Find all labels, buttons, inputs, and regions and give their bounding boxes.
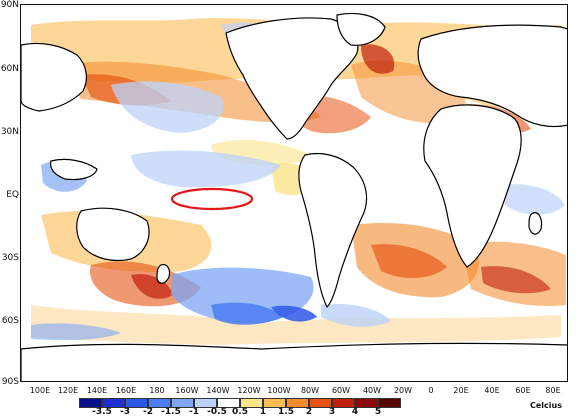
colorbar-swatch — [309, 398, 332, 408]
highlight-ellipse — [170, 187, 254, 211]
colorbar-swatch — [217, 398, 240, 408]
colorbar-swatch — [332, 398, 355, 408]
colorbar-swatch — [171, 398, 194, 408]
lat-label-90n: 90N — [0, 0, 19, 10]
colorbar-tick-label: -1 — [189, 407, 199, 417]
colorbar-tick-label: -0.5 — [207, 407, 227, 417]
north-america — [225, 17, 359, 140]
lon-label-160w: 160W — [175, 386, 199, 395]
sst-anomaly-map — [21, 5, 567, 381]
lon-label-140w: 140W — [206, 386, 230, 395]
lon-label-40w: 40W — [362, 386, 382, 395]
lon-label-40e: 40E — [484, 386, 500, 395]
colorbar-tick-label: 0.5 — [232, 407, 248, 417]
indonesia — [50, 158, 98, 181]
lon-label-60w: 60W — [331, 386, 351, 395]
lon-label-180: 180 — [149, 386, 165, 395]
colorbar-tick-label: -1.5 — [161, 407, 181, 417]
lat-label-30n: 30N — [0, 127, 19, 137]
colorbar-unit-label: Celcius — [530, 401, 562, 410]
lon-label-80w: 80W — [300, 386, 320, 395]
colorbar-swatch — [378, 398, 401, 408]
lon-label-120w: 120W — [237, 386, 261, 395]
lat-label-60s: 60S — [1, 316, 19, 326]
lat-label-60n: 60N — [0, 64, 19, 74]
landmasses — [21, 12, 567, 381]
lon-label-140e: 140E — [86, 386, 108, 395]
colorbar-tick-label: 5 — [374, 407, 382, 417]
lat-label-30s: 30S — [1, 253, 19, 263]
lat-label-90s: 90S — [1, 377, 19, 387]
new-zealand — [156, 264, 171, 284]
lat-label-eq: EQ — [6, 190, 19, 200]
colorbar-tick-label: 4 — [351, 407, 359, 417]
colorbar-swatch — [286, 398, 309, 408]
south-america — [298, 152, 368, 308]
australia — [76, 207, 150, 262]
colorbar-swatch — [263, 398, 286, 408]
lon-label-60e: 60E — [515, 386, 531, 395]
colorbar-swatch — [148, 398, 171, 408]
lon-label-120e: 120E — [57, 386, 79, 395]
colorbar-tick-label: 1 — [259, 407, 267, 417]
colorbar-swatch — [240, 398, 263, 408]
colorbar — [79, 398, 401, 408]
antarctica — [21, 342, 567, 381]
lon-label-160e: 160E — [115, 386, 137, 395]
colorbar-swatch — [102, 398, 125, 408]
colorbar-tick-label: -3 — [120, 407, 130, 417]
eurasia — [417, 24, 567, 128]
colorbar-tick-label: -3.5 — [92, 407, 112, 417]
colorbar-swatch — [125, 398, 148, 408]
lon-label-0: 0 — [428, 386, 434, 395]
colorbar-tick-label: 1.5 — [278, 407, 294, 417]
colorbar-swatch — [79, 398, 102, 408]
greenland — [336, 12, 386, 46]
lon-label-100w: 100W — [267, 386, 291, 395]
colorbar-tick-label: 3 — [328, 407, 336, 417]
lon-label-100e: 100E — [29, 386, 51, 395]
map-frame — [20, 4, 568, 382]
colorbar-tick-label: -2 — [143, 407, 153, 417]
colorbar-swatch — [194, 398, 217, 408]
madagascar — [528, 212, 543, 235]
lon-label-20e: 20E — [453, 386, 469, 395]
lon-label-80e: 80E — [545, 386, 561, 395]
asia-east-edge — [21, 42, 87, 112]
lon-label-20w: 20W — [393, 386, 413, 395]
colorbar-swatch — [355, 398, 378, 408]
colorbar-tick-label: 2 — [305, 407, 313, 417]
africa — [423, 104, 522, 268]
